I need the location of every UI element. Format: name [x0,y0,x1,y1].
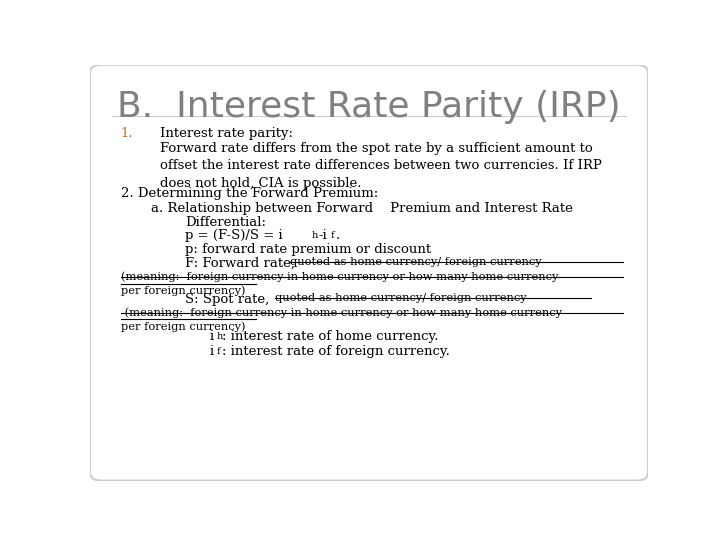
Text: B.  Interest Rate Parity (IRP): B. Interest Rate Parity (IRP) [117,90,621,124]
Text: 1.: 1. [121,127,133,140]
Text: (meaning:  foreign currency in home currency or how many home currency
per forei: (meaning: foreign currency in home curre… [121,308,562,332]
Text: : interest rate of home currency.: : interest rate of home currency. [222,330,438,343]
Text: i: i [210,345,214,358]
Text: 2. Determining the Forward Premium:: 2. Determining the Forward Premium: [121,187,378,200]
Text: quoted as home currency/ foreign currency: quoted as home currency/ foreign currenc… [289,257,541,267]
Text: -i: -i [319,230,328,242]
Text: p = (F-S)/S = i: p = (F-S)/S = i [185,230,282,242]
Text: h: h [216,332,222,341]
Text: .: . [336,230,341,242]
Text: i: i [210,330,214,343]
Text: p: forward rate premium or discount: p: forward rate premium or discount [185,243,431,256]
Text: Differential:: Differential: [185,216,266,229]
FancyBboxPatch shape [90,65,648,481]
Text: S: Spot rate,: S: Spot rate, [185,293,269,306]
Text: : interest rate of foreign currency.: : interest rate of foreign currency. [222,345,450,358]
Text: quoted as home currency/ foreign currency: quoted as home currency/ foreign currenc… [275,293,527,302]
Text: Forward rate differs from the spot rate by a sufficient amount to
offset the int: Forward rate differs from the spot rate … [160,141,602,190]
Text: a. Relationship between Forward    Premium and Interest Rate: a. Relationship between Forward Premium … [151,202,573,215]
Text: (meaning:  foreign currency in home currency or how many home currency
per forei: (meaning: foreign currency in home curre… [121,272,558,296]
Text: F: Forward rate,: F: Forward rate, [185,257,295,270]
Text: h: h [312,231,318,240]
Text: f: f [331,231,335,240]
Text: f: f [216,347,220,356]
Text: Interest rate parity:: Interest rate parity: [160,127,293,140]
